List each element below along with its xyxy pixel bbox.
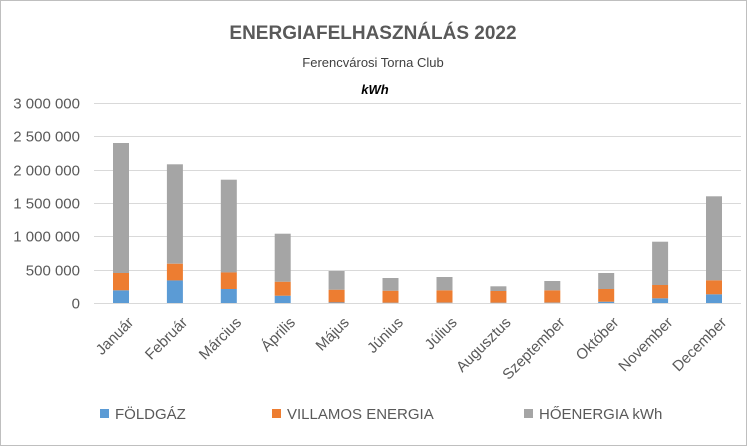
bar-segment — [490, 291, 507, 303]
bar-segment — [706, 280, 722, 295]
x-tick-label: Január — [93, 314, 137, 358]
bar-segment — [598, 301, 615, 303]
bar-segment — [652, 241, 669, 285]
legend-swatch — [100, 409, 109, 418]
bar-segment — [166, 280, 183, 303]
bar-segment — [652, 285, 669, 299]
bar-segment — [220, 272, 237, 289]
y-axis: 0 500 000 1 000 000 1 500 000 2 000 000 2 500… — [13, 96, 80, 313]
bars — [113, 143, 722, 303]
bar-segment — [436, 277, 453, 291]
x-tick-label: December — [669, 314, 730, 375]
bar-segment — [274, 295, 291, 303]
bar-segment — [274, 281, 291, 296]
legend-label: VILLAMOS ENERGIA — [287, 406, 434, 423]
bar-segment — [544, 290, 561, 303]
x-tick-label: Június — [364, 314, 407, 357]
chart-title: ENERGIAFELHASZNÁLÁS 2022 — [229, 22, 516, 44]
x-axis: Január Február Március Április Május Június Jú… — [93, 314, 731, 383]
bar-segment — [652, 298, 669, 303]
bar-segment — [328, 302, 345, 303]
bar-segment — [598, 273, 615, 289]
bar-segment — [706, 294, 722, 303]
bar-segment — [113, 273, 129, 291]
x-tick-label: Július — [422, 314, 461, 353]
bar-segment — [544, 281, 561, 291]
y-tick-label: 1 500 000 — [13, 196, 80, 213]
bar-segment — [113, 290, 129, 303]
bar-segment — [220, 179, 237, 273]
x-tick-label: Október — [573, 314, 623, 364]
bar-segment — [113, 143, 129, 273]
bar-segment — [490, 286, 507, 291]
y-tick-label: 500 000 — [26, 263, 80, 280]
y-tick-label: 0 — [72, 296, 80, 313]
legend-label: HŐENERGIA kWh — [539, 406, 662, 423]
bar-segment — [328, 289, 345, 303]
bar-segment — [706, 196, 722, 281]
bar-segment — [598, 289, 615, 302]
bar-segment — [274, 233, 291, 282]
x-tick-label: Február — [142, 314, 191, 363]
gridlines — [94, 103, 741, 304]
y-tick-label: 1 000 000 — [13, 229, 80, 246]
legend-swatch — [272, 409, 281, 418]
y-tick-label: 3 000 000 — [13, 96, 80, 113]
bar-segment — [220, 289, 237, 303]
bar-segment — [166, 164, 183, 264]
bar-segment — [436, 290, 453, 303]
legend-swatch — [524, 409, 533, 418]
x-tick-label: Március — [196, 314, 245, 363]
y-tick-label: 2 500 000 — [13, 129, 80, 146]
bar-segment — [382, 290, 399, 303]
x-tick-label: November — [615, 314, 676, 375]
x-tick-label: Április — [258, 314, 299, 355]
bar-segment — [382, 278, 399, 291]
bar-segment — [166, 263, 183, 281]
legend-label: FÖLDGÁZ — [115, 405, 186, 423]
bar-segment — [328, 271, 345, 290]
x-tick-label: Május — [312, 314, 352, 354]
y-tick-label: 2 000 000 — [13, 163, 80, 180]
legend: FÖLDGÁZ VILLAMOS ENERGIA HŐENERGIA kWh — [100, 405, 662, 423]
chart-subtitle: Ferencvárosi Torna Club — [302, 55, 443, 70]
unit-label: kWh — [361, 82, 389, 97]
